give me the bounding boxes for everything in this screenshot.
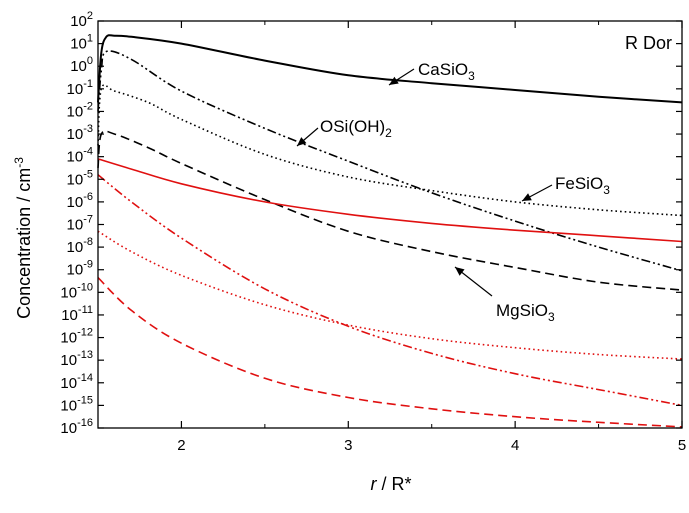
y-tick-label: 100 [70, 55, 93, 75]
y-tick-label: 10-7 [67, 214, 93, 234]
annotation-subscript: 3 [603, 183, 610, 197]
y-axis-label: Concentration / cm-3 [12, 157, 34, 319]
series-line-6 [97, 174, 683, 407]
y-tick-exponent: -6 [83, 191, 93, 203]
y-tick-exponent: -16 [77, 417, 93, 429]
y-tick-exponent: -4 [83, 146, 93, 158]
y-tick-label: 10-14 [60, 372, 93, 392]
x-tick-label: 5 [678, 437, 686, 454]
annotation-arrow-head [455, 267, 465, 276]
y-tick-label: 10-4 [67, 146, 93, 166]
y-tick-exponent: 0 [87, 55, 93, 67]
y-tick-base: 10 [67, 217, 84, 234]
y-tick-exponent: -14 [77, 372, 93, 384]
annotation-arrow-head [389, 76, 399, 85]
annotation-subscript: 3 [468, 69, 475, 83]
annotation-text: MgSiO [496, 301, 548, 320]
y-tick-label: 10-10 [60, 281, 93, 301]
y-tick-exponent: -10 [77, 281, 93, 293]
y-tick-label: 10-13 [60, 349, 93, 369]
y-tick-exponent: -2 [83, 100, 93, 112]
y-tick-base: 10 [70, 13, 87, 30]
y-tick-label: 10-3 [67, 123, 93, 143]
axes-layer [97, 20, 683, 429]
series-line-4 [97, 130, 683, 291]
y-tick-base: 10 [70, 58, 87, 75]
series-line-8 [97, 277, 683, 428]
y-tick-base: 10 [60, 330, 77, 347]
series-layer [97, 34, 683, 428]
annotation-label: MgSiO3 [496, 301, 555, 324]
y-tick-label: 102 [70, 10, 93, 30]
y-axis-label-sup: -3 [12, 157, 26, 168]
y-tick-label: 10-11 [61, 304, 93, 324]
y-tick-label: 10-1 [67, 78, 93, 98]
ticks-layer: 2 3 4 510210110010-110-210-310-410-510-610-… [60, 10, 686, 454]
series-line-7 [97, 230, 683, 360]
annotation-text: FeSiO [555, 174, 603, 193]
y-tick-exponent: -13 [77, 349, 93, 361]
y-tick-label: 10-5 [67, 168, 93, 188]
y-tick-label: 10-2 [67, 100, 93, 120]
y-tick-exponent: 1 [87, 33, 93, 45]
x-tick-label: 2 [177, 437, 185, 454]
chart-title: R Dor [625, 33, 672, 53]
annotation-label: FeSiO3 [555, 174, 610, 197]
x-tick-label: 4 [511, 437, 519, 454]
y-tick-base: 10 [60, 352, 77, 369]
series-line-3 [97, 84, 683, 217]
y-tick-base: 10 [60, 397, 77, 414]
x-tick-label: 3 [344, 437, 352, 454]
y-tick-exponent: -8 [83, 236, 93, 248]
series-line-1 [97, 34, 683, 104]
x-axis-label-rest: / R* [376, 474, 411, 494]
y-tick-base: 10 [61, 307, 78, 324]
y-tick-base: 10 [67, 126, 84, 143]
y-tick-exponent: -9 [83, 259, 93, 271]
y-tick-exponent: -11 [78, 304, 93, 316]
annotation-text: OSi(OH) [320, 117, 385, 136]
annotation-arrow-head [297, 137, 307, 146]
y-tick-label: 10-15 [60, 394, 93, 414]
y-tick-base: 10 [67, 194, 84, 211]
y-tick-base: 10 [70, 36, 87, 53]
y-tick-exponent: -15 [77, 394, 93, 406]
y-tick-exponent: -12 [77, 327, 93, 339]
y-tick-base: 10 [60, 284, 77, 301]
annotation-subscript: 3 [548, 310, 555, 324]
x-axis-label-italic: r [370, 474, 377, 494]
y-tick-exponent: -5 [83, 168, 93, 180]
annotation-subscript: 2 [385, 126, 392, 140]
plot-frame [97, 20, 683, 429]
series-line-5 [97, 158, 683, 243]
annotation-label: OSi(OH)2 [320, 117, 392, 140]
y-tick-base: 10 [67, 81, 84, 98]
y-tick-base: 10 [60, 375, 77, 392]
y-tick-base: 10 [67, 239, 84, 256]
y-tick-label: 10-16 [60, 417, 93, 437]
y-tick-base: 10 [67, 262, 84, 279]
annotation-arrow-head [522, 193, 532, 201]
y-tick-exponent: -7 [83, 214, 93, 226]
y-tick-label: 10-9 [67, 259, 93, 279]
y-axis-label-main: Concentration / cm [14, 168, 34, 319]
y-tick-base: 10 [60, 420, 77, 437]
y-tick-exponent: 2 [87, 10, 93, 22]
annotation-label: CaSiO3 [418, 60, 475, 83]
x-axis-label: r / R* [370, 474, 411, 494]
y-tick-base: 10 [67, 149, 84, 166]
y-tick-label: 10-6 [67, 191, 93, 211]
y-tick-exponent: -1 [83, 78, 93, 90]
series-line-2 [97, 50, 683, 272]
y-tick-label: 10-12 [60, 327, 93, 347]
y-tick-label: 101 [70, 33, 93, 53]
y-tick-base: 10 [67, 171, 84, 188]
y-tick-exponent: -3 [83, 123, 93, 135]
y-tick-label: 10-8 [67, 236, 93, 256]
annotation-text: CaSiO [418, 60, 468, 79]
y-tick-base: 10 [67, 103, 84, 120]
